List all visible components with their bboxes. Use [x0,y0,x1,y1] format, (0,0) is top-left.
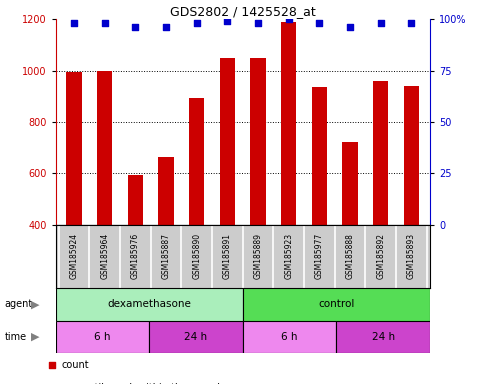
Text: 6 h: 6 h [94,332,111,342]
Bar [128,175,143,225]
Bar [189,98,204,225]
Text: GSM185892: GSM185892 [376,233,385,279]
Text: dexamethasone: dexamethasone [107,299,191,310]
Text: GSM185924: GSM185924 [70,233,78,280]
Text: GSM185964: GSM185964 [100,233,109,280]
Text: GSM185887: GSM185887 [161,233,170,279]
Bar [66,72,82,225]
Text: 6 h: 6 h [281,332,298,342]
Title: GDS2802 / 1425528_at: GDS2802 / 1425528_at [170,5,315,18]
Point [101,20,109,26]
Text: time: time [5,332,27,342]
Bar [242,288,430,321]
Point [131,24,139,30]
Point [254,20,262,26]
Text: ▶: ▶ [31,299,40,310]
Bar [56,321,149,353]
Bar [404,86,419,225]
Point [48,362,56,368]
Point [377,20,384,26]
Text: GSM185923: GSM185923 [284,233,293,280]
Point [346,24,354,30]
Bar [220,58,235,225]
Bar [312,87,327,225]
Text: GSM185889: GSM185889 [254,233,263,279]
Text: ▶: ▶ [31,332,40,342]
Bar [250,58,266,225]
Text: 24 h: 24 h [371,332,395,342]
Bar [97,71,113,225]
Text: GSM185977: GSM185977 [315,233,324,280]
Point [193,20,200,26]
Bar [158,157,174,225]
Point [224,18,231,24]
Text: count: count [61,360,89,370]
Point [162,24,170,30]
Bar [149,321,242,353]
Text: percentile rank within the sample: percentile rank within the sample [61,383,226,384]
Point [285,16,293,22]
Bar [373,81,388,225]
Point [315,20,323,26]
Point [408,20,415,26]
Point [70,20,78,26]
Text: GSM185893: GSM185893 [407,233,416,280]
Text: GSM185891: GSM185891 [223,233,232,279]
Text: GSM185890: GSM185890 [192,233,201,280]
Bar [242,321,336,353]
Text: 24 h: 24 h [185,332,208,342]
Bar [336,321,430,353]
Text: GSM185888: GSM185888 [346,233,355,279]
Text: GSM185976: GSM185976 [131,233,140,280]
Bar [56,288,242,321]
Bar [342,142,358,225]
Text: agent: agent [5,299,33,310]
Text: control: control [318,299,355,310]
Bar [281,22,297,225]
